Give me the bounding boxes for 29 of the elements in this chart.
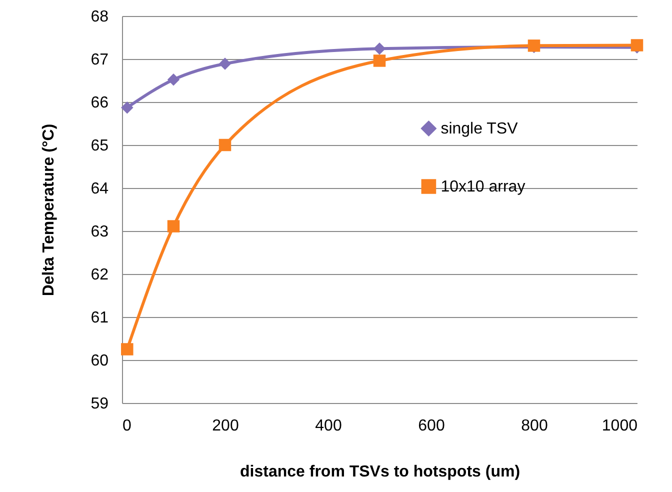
x-tick-label: 600 — [418, 418, 445, 434]
y-axis-title: Delta Temperature (°C) — [40, 124, 58, 296]
y-tick-label: 60 — [90, 352, 109, 370]
y-tick-label: 67 — [90, 52, 109, 68]
y-tick-label: 61 — [90, 310, 109, 326]
y-tick-label: 65 — [90, 138, 109, 154]
point — [121, 343, 134, 356]
x-axis-title: distance from TSVs to hotspots (um) — [240, 464, 520, 480]
x-tick-label: 800 — [521, 418, 548, 434]
x-tick-label: 400 — [315, 418, 342, 434]
point — [167, 74, 180, 86]
point — [373, 42, 386, 55]
y-tick-label: 66 — [90, 94, 109, 112]
y-tick-label: 63 — [90, 224, 109, 240]
point — [373, 54, 386, 67]
x-tick-label: 0 — [122, 418, 132, 434]
x-tick-label: 1000 — [602, 418, 638, 434]
legend-label: 10x10 array — [440, 178, 526, 196]
point — [167, 220, 180, 232]
point — [218, 58, 232, 70]
y-tick-label: 64 — [90, 180, 109, 198]
y-tick-label: 68 — [90, 8, 109, 26]
point — [218, 138, 232, 152]
point — [121, 101, 134, 114]
point — [630, 39, 644, 52]
legend-label: single TSV — [440, 120, 518, 138]
y-tick-label: 59 — [90, 396, 109, 412]
y-tick-label: 62 — [90, 266, 109, 284]
x-tick-label: 200 — [212, 418, 239, 434]
